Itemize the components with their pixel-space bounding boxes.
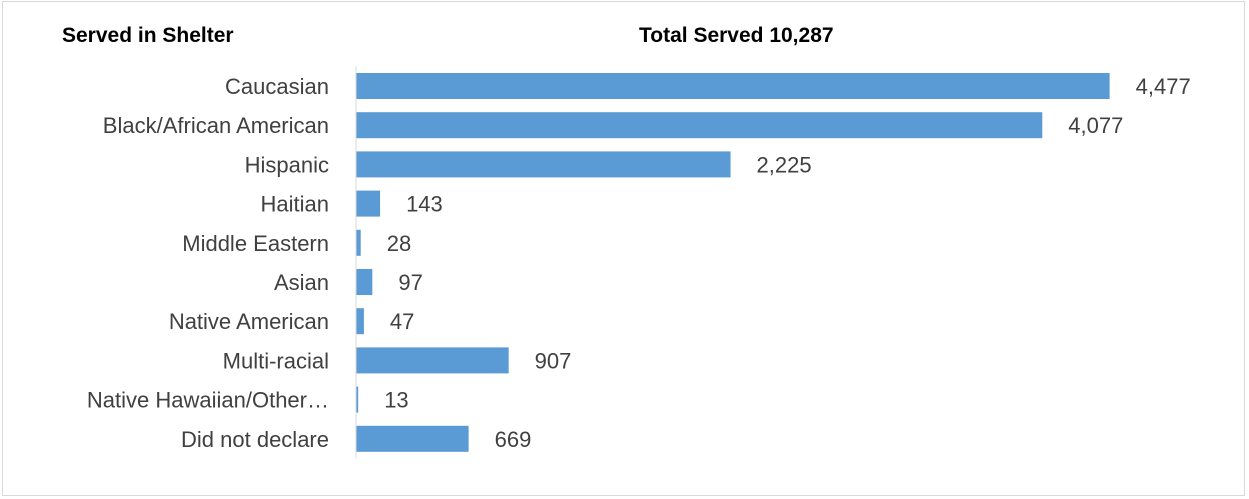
- value-label: 907: [535, 348, 572, 373]
- value-label: 97: [398, 270, 422, 295]
- bar-0: [356, 73, 1110, 99]
- value-label: 13: [384, 388, 408, 413]
- bar-9: [356, 425, 469, 452]
- category-label: Hispanic: [245, 152, 329, 177]
- category-labels: Caucasian Black/African American Hispanic H…: [87, 74, 329, 452]
- category-label: Did not declare: [181, 427, 329, 452]
- chart-title: Total Served 10,287: [639, 24, 834, 47]
- bar-6: [356, 308, 364, 335]
- bar-2: [356, 151, 731, 178]
- value-label: 669: [495, 427, 532, 452]
- category-label: Haitian: [261, 192, 329, 217]
- value-label: 4,477: [1136, 74, 1191, 99]
- bar-5: [356, 269, 373, 295]
- category-label: Black/African American: [103, 113, 329, 138]
- category-label: Caucasian: [225, 74, 329, 99]
- value-label: 2,225: [757, 152, 812, 177]
- bar-3: [356, 190, 381, 217]
- category-label: Asian: [274, 270, 329, 295]
- value-labels: 4,477 4,077 2,225 143 28 97 47 907 13 669: [384, 74, 1191, 452]
- value-label: 4,077: [1068, 113, 1123, 138]
- category-label: Native Hawaiian/Other…: [87, 388, 329, 413]
- bar-8: [356, 386, 359, 413]
- category-label: Native American: [169, 309, 329, 334]
- bars-layer: [356, 73, 1110, 452]
- bar-7: [356, 347, 509, 374]
- value-label: 143: [406, 192, 443, 217]
- category-label: Multi-racial: [223, 348, 329, 373]
- value-label: 47: [390, 309, 414, 334]
- value-label: 28: [387, 231, 411, 256]
- category-label: Middle Eastern: [182, 231, 329, 256]
- bar-1: [356, 112, 1043, 139]
- served-in-shelter-heading: Served in Shelter: [62, 24, 234, 47]
- bar-4: [356, 229, 361, 256]
